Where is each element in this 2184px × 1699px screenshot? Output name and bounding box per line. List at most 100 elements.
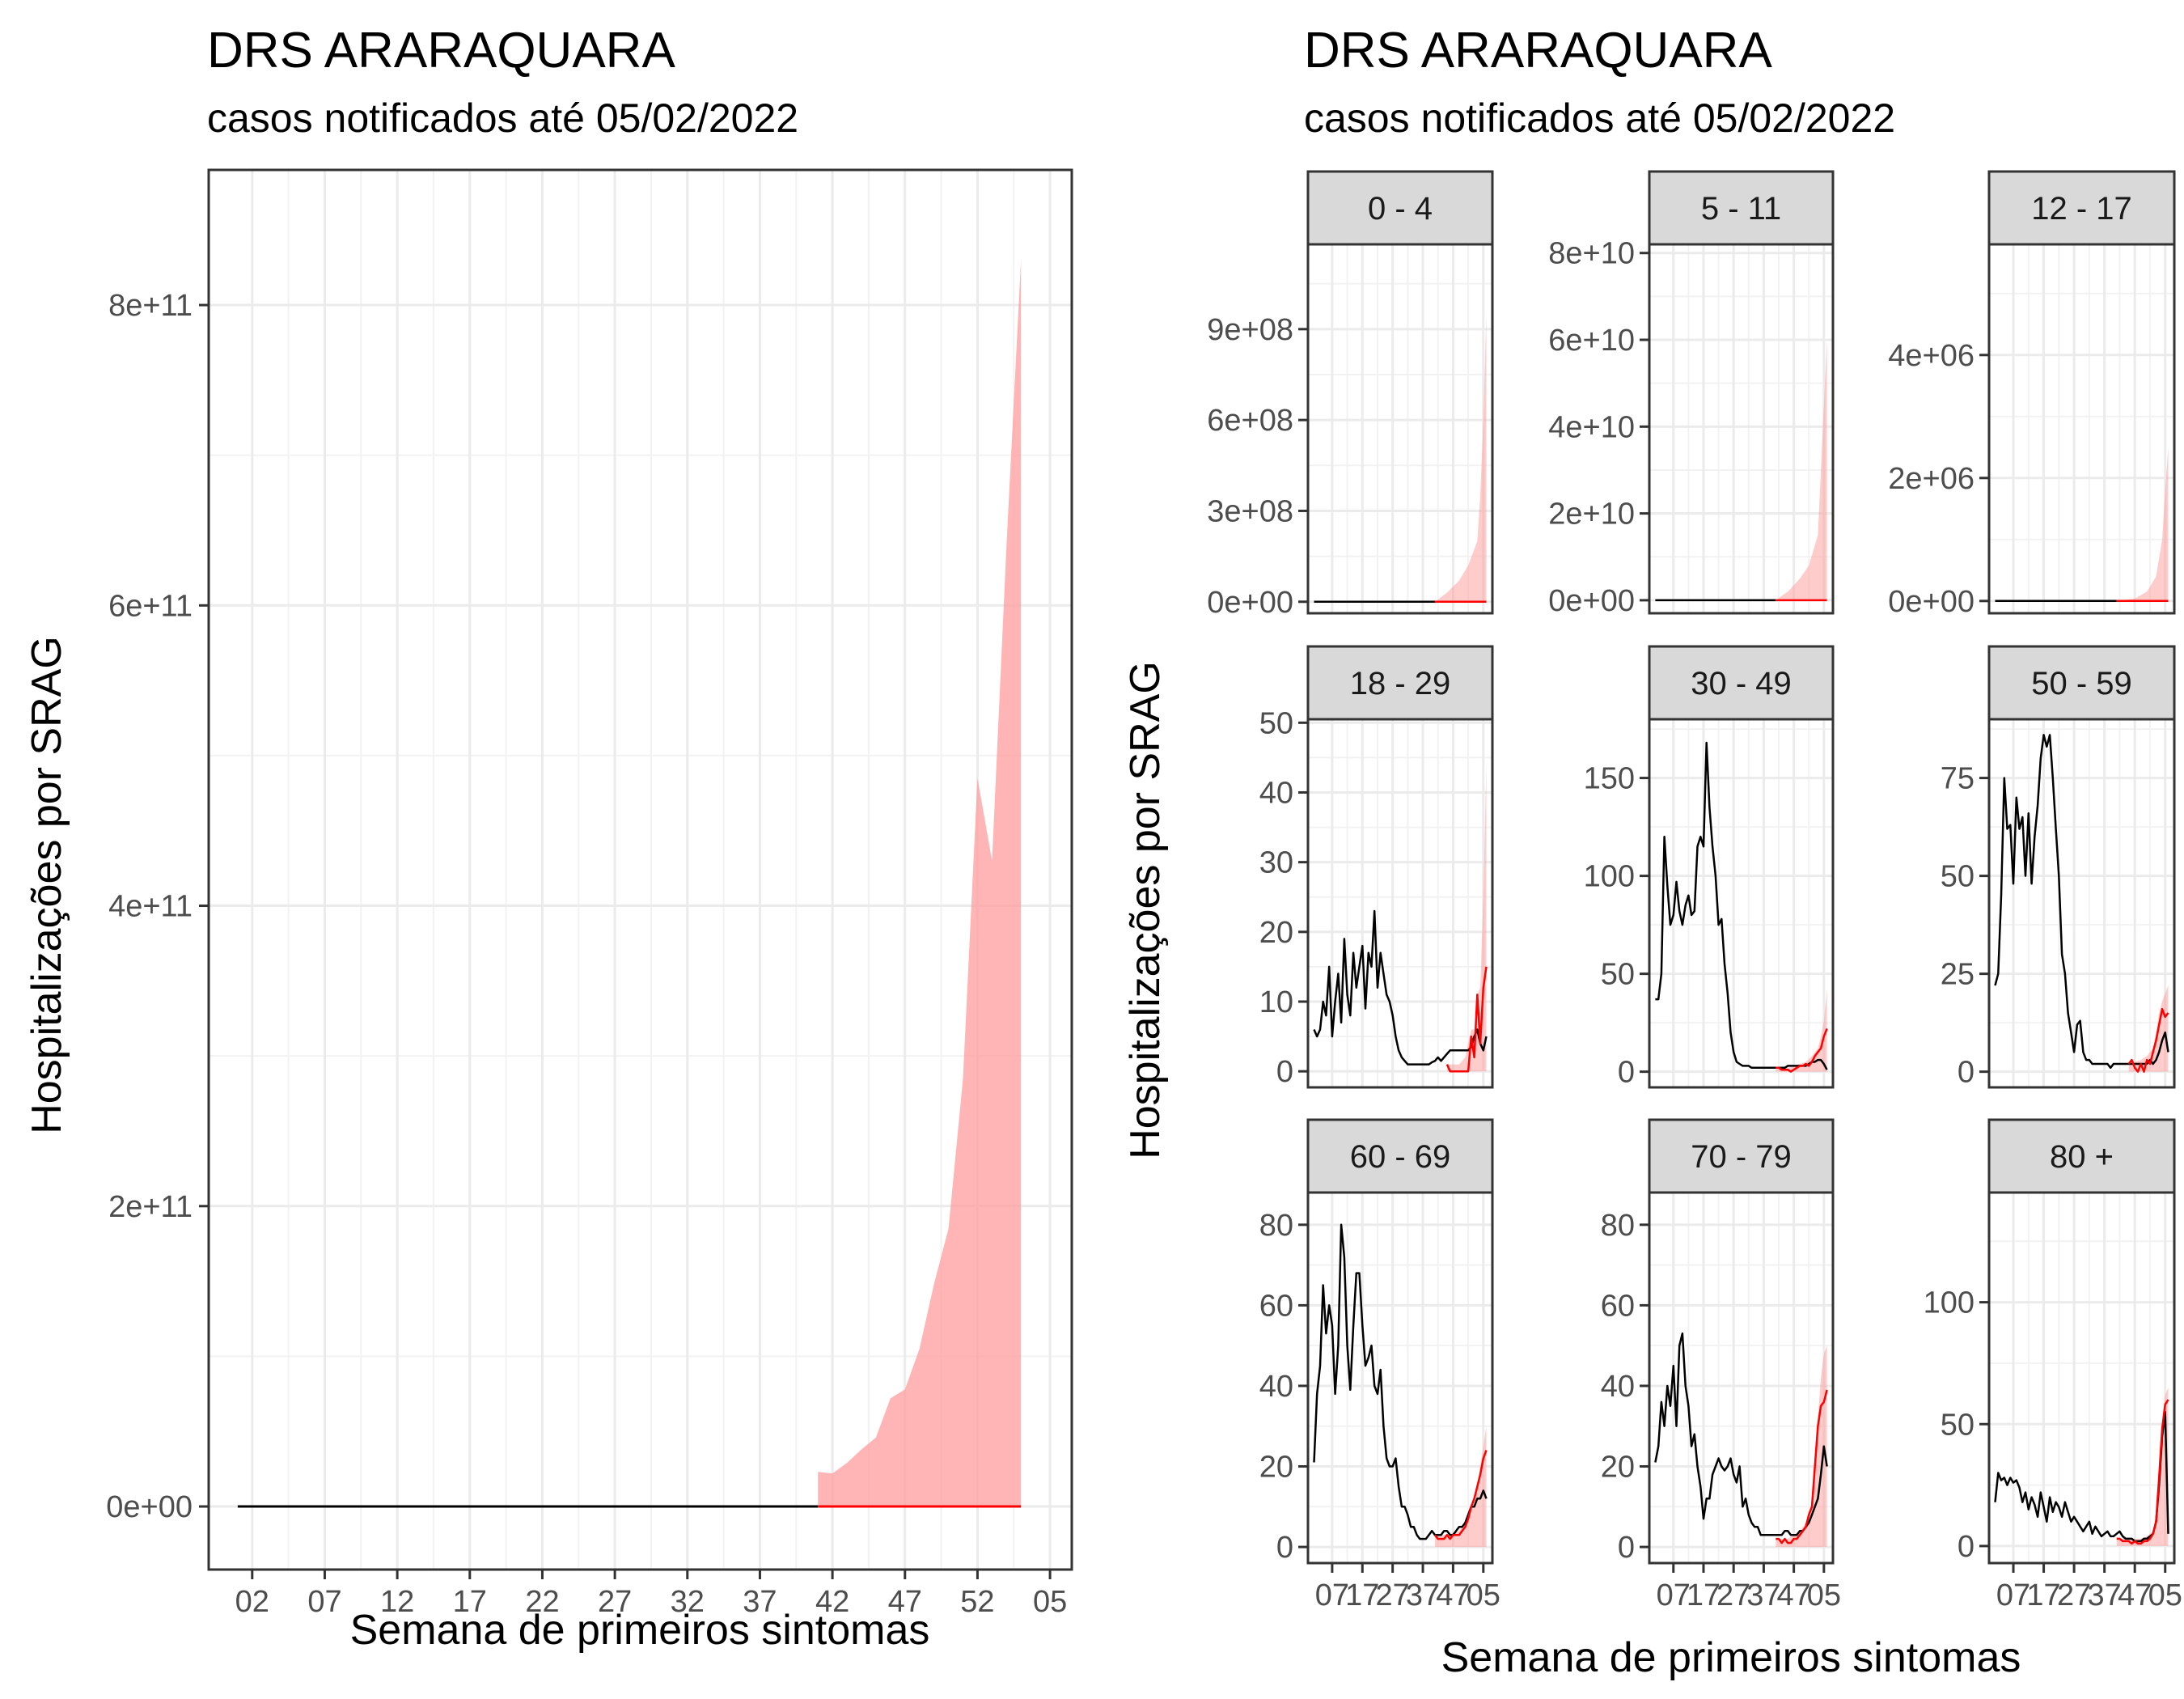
x-tick-label: 32 bbox=[671, 1585, 705, 1619]
y-tick-label: 9e+08 bbox=[1207, 313, 1293, 347]
x-tick-label: 52 bbox=[960, 1585, 994, 1619]
right-chart-title: DRS ARARAQUARA bbox=[1304, 23, 1772, 78]
x-tick-label: 17 bbox=[1345, 1578, 1379, 1612]
x-tick-label: 42 bbox=[815, 1585, 849, 1619]
x-tick-label: 17 bbox=[1687, 1578, 1721, 1612]
x-tick-label: 37 bbox=[2088, 1578, 2122, 1612]
facet-strip-label: 70 - 79 bbox=[1691, 1139, 1792, 1175]
y-tick-label: 40 bbox=[1259, 776, 1293, 810]
facet-strip-label: 5 - 11 bbox=[1701, 191, 1781, 227]
facet-panel-border bbox=[1648, 1191, 1835, 1565]
facet-strip-label: 80 + bbox=[2050, 1139, 2114, 1175]
right-chart: DRS ARARAQUARA casos notificados até 05/… bbox=[1122, 23, 2182, 1681]
y-tick-label: 25 bbox=[1941, 958, 1974, 992]
nowcast-line bbox=[1776, 1389, 1828, 1544]
right-chart-y-axis-title: Hospitalizações por SRAG bbox=[1122, 661, 1169, 1159]
x-tick-label: 02 bbox=[235, 1585, 269, 1619]
facet-strip bbox=[1648, 1118, 1835, 1194]
left-panel-border bbox=[207, 168, 1073, 1571]
confidence-band bbox=[1435, 314, 1487, 602]
observed-line bbox=[1313, 909, 1488, 1066]
x-tick-label: 17 bbox=[453, 1585, 487, 1619]
y-tick-label: 80 bbox=[1601, 1209, 1635, 1243]
x-tick-label: 07 bbox=[307, 1585, 341, 1619]
y-tick-label: 8e+11 bbox=[108, 289, 193, 323]
nowcast-line bbox=[2116, 1399, 2169, 1545]
facet-panel-border bbox=[1987, 1191, 2176, 1565]
facet-strip bbox=[1987, 645, 2176, 721]
x-tick-label: 05 bbox=[1807, 1578, 1841, 1612]
confidence-band bbox=[2116, 447, 2169, 601]
facet-panel-border bbox=[1306, 1191, 1494, 1565]
facet-strip-label: 12 - 17 bbox=[2031, 191, 2132, 227]
facet-strip bbox=[1987, 170, 2176, 246]
right-chart-subtitle: casos notificados até 05/02/2022 bbox=[1304, 95, 1895, 141]
x-tick-label: 47 bbox=[888, 1585, 922, 1619]
y-tick-label: 60 bbox=[1259, 1289, 1293, 1323]
y-tick-label: 4e+06 bbox=[1888, 339, 1974, 373]
facet-50-59: 50 - 59 0 25 50 75 bbox=[1941, 645, 2176, 1090]
left-confidence-band bbox=[818, 260, 1022, 1506]
observed-line bbox=[1654, 1332, 1828, 1536]
y-tick-label: 2e+10 bbox=[1548, 498, 1635, 532]
y-tick-label: 60 bbox=[1601, 1289, 1635, 1323]
y-tick-label: 100 bbox=[1584, 860, 1635, 894]
y-tick-label: 4e+10 bbox=[1548, 410, 1635, 444]
facet-30-49: 30 - 49 0 50 100 150 bbox=[1584, 645, 1835, 1090]
confidence-band bbox=[1446, 765, 1487, 1072]
left-chart: DRS ARARAQUARA casos notificados até 05/… bbox=[23, 23, 1073, 1654]
y-tick-label: 80 bbox=[1259, 1209, 1293, 1243]
x-tick-label: 47 bbox=[2118, 1578, 2152, 1612]
x-tick-label: 27 bbox=[2057, 1578, 2091, 1612]
x-tick-label: 05 bbox=[1467, 1578, 1500, 1612]
y-tick-label: 0 bbox=[1276, 1055, 1293, 1089]
left-plot-panel: 02 07 12 17 22 27 32 37 42 47 52 05 0e+00 2e+11 4e+11 6… bbox=[106, 168, 1073, 1619]
left-chart-subtitle: casos notificados até 05/02/2022 bbox=[207, 95, 798, 141]
confidence-band bbox=[1776, 1345, 1827, 1548]
facet-strip bbox=[1306, 170, 1494, 246]
y-tick-label: 6e+10 bbox=[1548, 324, 1635, 358]
x-tick-label: 07 bbox=[1657, 1578, 1691, 1612]
facet-strip-label: 60 - 69 bbox=[1350, 1139, 1451, 1175]
y-tick-label: 20 bbox=[1259, 1451, 1293, 1485]
x-tick-label: 17 bbox=[2026, 1578, 2060, 1612]
facet-strip-label: 30 - 49 bbox=[1691, 666, 1792, 701]
y-tick-label: 6e+08 bbox=[1207, 404, 1293, 438]
x-tick-label: 22 bbox=[525, 1585, 559, 1619]
x-tick-label: 27 bbox=[1376, 1578, 1410, 1612]
observed-line bbox=[1994, 734, 2169, 1070]
confidence-band bbox=[2128, 985, 2169, 1072]
y-tick-label: 0e+00 bbox=[106, 1490, 193, 1524]
facet-12-17: 12 - 17 0e+00 2e+06 4e+06 bbox=[1888, 170, 2176, 619]
right-facet-panels: 0 - 4 0e+00 3e+08 6e+08 9e+08 5 - 11 0e+00 2e+1… bbox=[1207, 170, 2182, 1612]
y-tick-label: 40 bbox=[1601, 1370, 1635, 1404]
facet-strip bbox=[1987, 1118, 2176, 1194]
left-chart-y-axis-title: Hospitalizações por SRAG bbox=[23, 636, 70, 1134]
facet-strip-label: 18 - 29 bbox=[1350, 666, 1451, 701]
x-tick-label: 05 bbox=[2148, 1578, 2182, 1612]
facet-panel-border bbox=[1306, 243, 1494, 615]
confidence-band bbox=[1435, 1426, 1487, 1548]
y-tick-label: 4e+11 bbox=[108, 890, 193, 924]
y-tick-label: 3e+08 bbox=[1207, 494, 1293, 528]
y-tick-label: 0 bbox=[1958, 1056, 1974, 1090]
x-tick-label: 27 bbox=[598, 1585, 632, 1619]
confidence-band bbox=[1776, 989, 1827, 1072]
facet-0-4: 0 - 4 0e+00 3e+08 6e+08 9e+08 bbox=[1207, 170, 1494, 620]
facet-panel-border bbox=[1306, 718, 1494, 1089]
facet-strip bbox=[1648, 170, 1835, 246]
confidence-band bbox=[2116, 1388, 2169, 1546]
observed-line bbox=[1994, 1410, 2169, 1543]
x-tick-label: 47 bbox=[1776, 1578, 1810, 1612]
nowcast-line bbox=[1434, 1450, 1488, 1540]
facet-strip-label: 50 - 59 bbox=[2031, 666, 2132, 701]
nowcast-line bbox=[1776, 1027, 1828, 1073]
facet-strip bbox=[1306, 645, 1494, 721]
observed-line bbox=[1313, 1223, 1488, 1540]
y-tick-label: 0e+00 bbox=[1888, 585, 1974, 619]
facet-panel-border bbox=[1987, 718, 2176, 1089]
y-tick-label: 75 bbox=[1941, 762, 1974, 796]
